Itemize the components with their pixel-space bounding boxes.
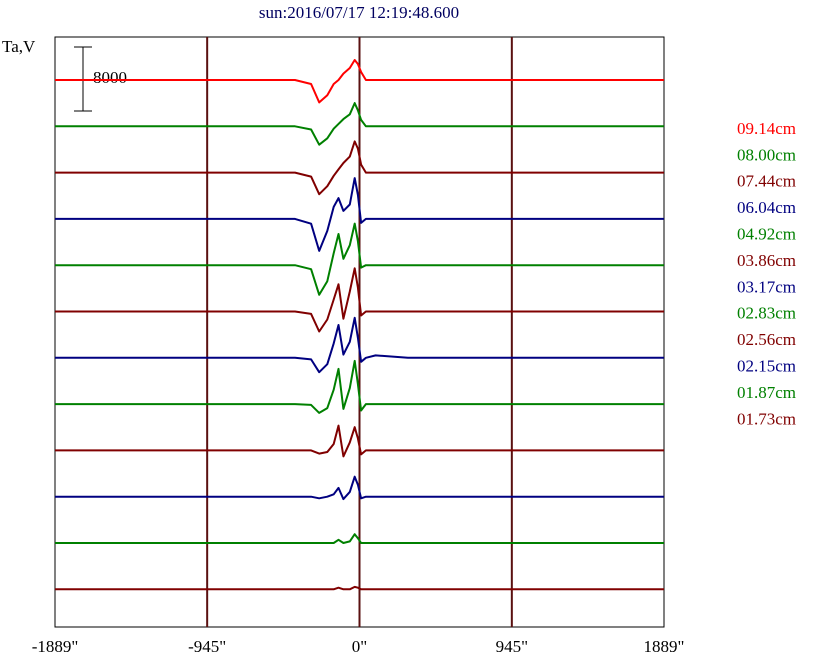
x-tick-label: 1889" — [644, 637, 685, 656]
trace — [55, 59, 664, 104]
trace — [55, 222, 664, 296]
legend-label: 01.87cm — [737, 383, 796, 402]
trace — [55, 359, 664, 414]
scale-bar-label: 8000 — [93, 68, 127, 87]
trace — [55, 475, 664, 501]
trace — [55, 424, 664, 458]
x-tick-label: -945" — [188, 637, 226, 656]
trace — [55, 102, 664, 146]
legend-label: 07.44cm — [737, 172, 796, 191]
x-tick-label: 945" — [496, 637, 528, 656]
legend-label: 09.14cm — [737, 119, 796, 138]
legend-label: 08.00cm — [737, 145, 796, 164]
trace — [55, 533, 664, 544]
legend-label: 02.15cm — [737, 357, 796, 376]
legend-label: 04.92cm — [737, 225, 796, 244]
legend-label: 01.73cm — [737, 409, 796, 428]
trace — [55, 267, 664, 333]
legend-label: 02.83cm — [737, 304, 796, 323]
trace — [55, 316, 664, 374]
chart-title: sun:2016/07/17 12:19:48.600 — [259, 3, 459, 22]
trace — [55, 177, 664, 252]
legend-label: 03.17cm — [737, 277, 796, 296]
x-tick-label: 0" — [352, 637, 367, 656]
trace — [55, 140, 664, 196]
y-axis-label: Ta,V — [2, 37, 36, 56]
legend-label: 02.56cm — [737, 330, 796, 349]
legend-label: 03.86cm — [737, 251, 796, 270]
legend-label: 06.04cm — [737, 198, 796, 217]
x-tick-label: -1889" — [32, 637, 79, 656]
trace — [55, 585, 664, 591]
